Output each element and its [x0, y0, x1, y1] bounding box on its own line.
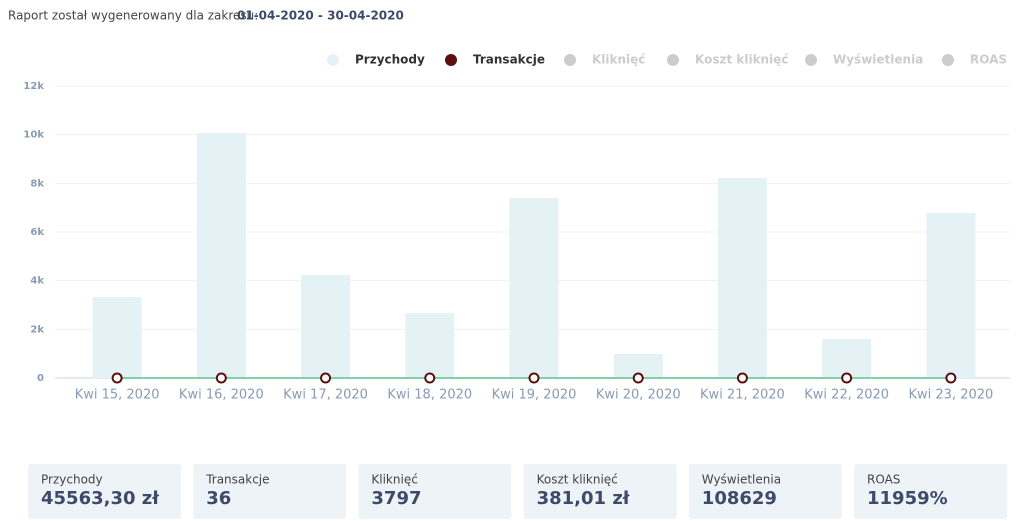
point — [736, 372, 748, 384]
legend-marker[interactable] — [564, 54, 576, 66]
bar — [717, 177, 767, 378]
bar — [196, 132, 246, 378]
y-tick-label: 6k — [30, 227, 44, 238]
summary-label: Kliknięć — [371, 473, 417, 487]
y-tick-label: 4k — [30, 276, 44, 287]
summary-value: 381,01 zł — [537, 488, 631, 509]
bar — [301, 275, 351, 378]
legend-label[interactable]: Przychody — [355, 53, 425, 67]
point — [215, 372, 227, 384]
x-tick-label: Kwi 20, 2020 — [596, 388, 681, 403]
summary-label: ROAS — [867, 473, 900, 487]
legend-label[interactable]: Kliknięć — [592, 53, 645, 67]
x-tick-label: Kwi 15, 2020 — [75, 388, 160, 403]
summary-value: 11959% — [867, 488, 948, 509]
point — [424, 372, 436, 384]
summary-label: Przychody — [41, 473, 103, 487]
summary-value: 3797 — [371, 488, 421, 509]
summary-card — [193, 464, 347, 519]
legend-label[interactable]: Koszt kliknięć — [695, 53, 788, 67]
summary-label: Wyświetlenia — [702, 473, 781, 487]
legend-marker[interactable] — [805, 54, 817, 66]
report-range-prefix: Raport został wygenerowany dla zakresu: — [8, 9, 258, 23]
summary-card — [688, 464, 842, 519]
bar — [509, 197, 559, 378]
summary-value: 36 — [206, 488, 231, 509]
legend-marker[interactable] — [942, 54, 954, 66]
summary-card — [28, 464, 181, 519]
bar — [92, 296, 142, 378]
summary-value: 108629 — [702, 488, 777, 509]
summary-label: Koszt kliknięć — [537, 473, 618, 487]
y-tick-label: 2k — [30, 324, 44, 335]
report-range: 01-04-2020 - 30-04-2020 — [237, 9, 404, 23]
summary-card — [523, 464, 677, 519]
summary-card — [358, 464, 512, 519]
legend-label[interactable]: Transakcje — [473, 53, 545, 67]
point — [841, 372, 853, 384]
y-tick-label: 0 — [37, 373, 44, 384]
bar — [822, 339, 872, 378]
point — [632, 372, 644, 384]
y-tick-label: 12k — [23, 81, 44, 92]
x-tick-label: Kwi 18, 2020 — [387, 388, 472, 403]
point — [945, 372, 957, 384]
legend-marker[interactable] — [445, 54, 457, 66]
y-tick-label: 8k — [30, 178, 44, 189]
legend-marker[interactable] — [327, 54, 339, 66]
x-tick-label: Kwi 19, 2020 — [492, 388, 577, 403]
summary-value: 45563,30 zł — [41, 488, 160, 509]
x-tick-label: Kwi 22, 2020 — [804, 388, 889, 403]
point — [111, 372, 123, 384]
legend-label[interactable]: ROAS — [970, 53, 1007, 67]
bar — [926, 213, 976, 378]
point — [528, 372, 540, 384]
summary-label: Transakcje — [205, 473, 269, 487]
x-tick-label: Kwi 16, 2020 — [179, 388, 264, 403]
point — [320, 372, 332, 384]
legend-label[interactable]: Wyświetlenia — [833, 53, 923, 67]
bar — [405, 313, 455, 378]
x-tick-label: Kwi 17, 2020 — [283, 388, 368, 403]
legend-marker[interactable] — [667, 54, 679, 66]
y-tick-label: 10k — [23, 130, 44, 141]
x-tick-label: Kwi 23, 2020 — [908, 388, 993, 403]
x-tick-label: Kwi 21, 2020 — [700, 388, 785, 403]
summary-card — [854, 464, 1007, 519]
